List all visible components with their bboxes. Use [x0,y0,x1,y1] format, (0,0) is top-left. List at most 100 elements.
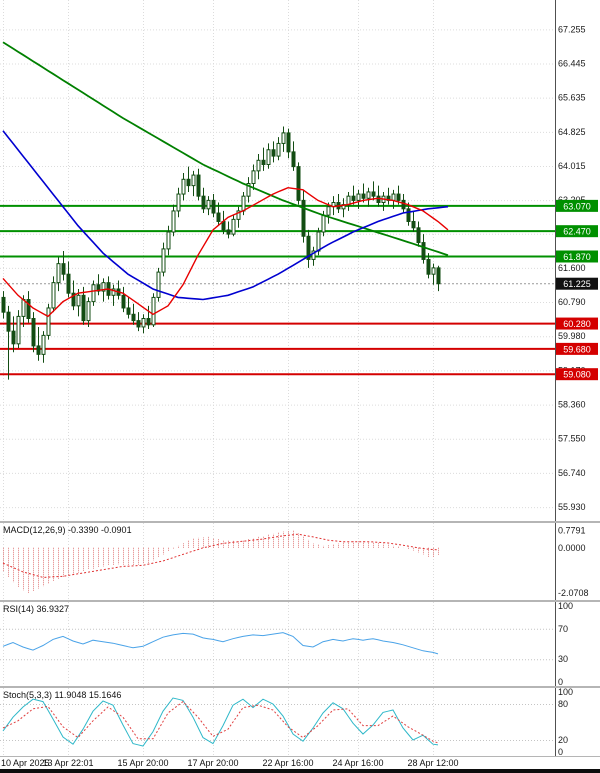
indicator-tick-label: 80 [558,699,568,709]
time-axis-label: 17 Apr 20:00 [187,758,239,768]
resistance-price-badge [556,250,598,263]
bear-candle [421,242,426,260]
macd-panel[interactable]: 0.7791 0.0000 -2.0708 MACD(12,26,9) -0.339… [0,523,600,600]
support-price-badge-label: 59.680 [563,344,591,354]
stoch-d-line [2,700,439,744]
indicator-tick-label: 0 [558,677,563,686]
bear-candle [136,320,141,328]
support-price-badge [556,317,598,330]
bear-candle [61,263,66,275]
indicator-tick-label: 100 [558,688,573,697]
bull-candle [21,299,26,317]
time-axis-label: 15 Apr 20:00 [117,758,169,768]
panel-separator[interactable] [0,600,600,602]
bear-candle [401,199,406,210]
price-chart-panel[interactable]: 67.25566.44565.63564.82564.01563.20562.4… [0,0,600,521]
stochastic-panel[interactable]: 100 80 20 0 Stoch(5,3,3) 11.9048 15.1646 [0,688,600,756]
bull-candle [171,210,176,233]
resistance-price-badge-label: 63.070 [563,201,591,211]
bear-candle [306,235,311,260]
panel-separator [0,756,600,757]
bull-candle [111,288,116,296]
bear-candle [271,149,276,157]
panel-separator[interactable] [0,686,600,688]
bear-candle [11,330,16,345]
resistance-price-badge-label: 62.470 [563,227,591,237]
bear-candle [186,178,191,187]
indicator-tick-label: 0.7791 [558,526,586,536]
support-price-badge [556,368,598,381]
bull-candle [86,301,91,322]
time-axis-label: 22 Apr 16:00 [262,758,314,768]
rsi-panel[interactable]: 100 70 30 0 RSI(14) 36.9327 [0,602,600,686]
bull-candle [101,282,106,292]
bear-candle [81,294,86,322]
price-tick-label: 55.930 [558,502,586,512]
bear-candle [201,195,206,210]
bull-candle [191,174,196,187]
bear-candle [31,318,36,347]
bear-candle [26,299,31,320]
bull-candle [276,142,281,157]
candlestick-chart[interactable]: 67.25566.44565.63564.82564.01563.20562.4… [0,0,600,521]
bottom-edge [0,769,600,773]
bull-candle [151,296,156,326]
time-axis-label: 10 Apr 2025 [1,758,50,768]
bear-candle [396,193,401,201]
bull-candle [161,248,166,273]
support-price-badge-label: 59.080 [563,370,591,380]
current-price-price-badge-label: 61.225 [563,279,591,289]
stochastic-chart[interactable]: 100 80 20 0 [0,688,600,756]
price-tick-label: 58.360 [558,400,586,410]
bull-candle [141,318,146,328]
bull-candle [246,183,251,197]
bear-candle [406,208,411,222]
indicator-tick-label: 20 [558,735,568,745]
bear-candle [416,227,421,244]
bull-candle [181,178,186,195]
resistance-price-badge-label: 61.870 [563,252,591,262]
bull-candle [431,267,436,275]
bear-candle [36,345,41,355]
bull-candle [166,231,171,250]
bear-candle [371,191,376,197]
bear-candle [6,311,11,332]
time-axis: 10 Apr 2025 13 Apr 22:01 15 Apr 20:00 17 Ap… [0,757,600,769]
resistance-price-badge [556,225,598,238]
bear-candle [286,132,291,153]
bear-candle [126,307,131,315]
macd-indicator-label: MACD(12,26,9) -0.3390 -0.0901 [3,525,132,535]
rsi-indicator-label: RSI(14) 36.9327 [3,604,70,614]
bear-candle [296,166,301,201]
price-tick-label: 66.445 [558,58,586,68]
bear-candle [121,294,126,309]
bear-candle [411,220,416,229]
bull-candle [266,149,271,166]
stochastic-indicator-label: Stoch(5,3,3) 11.9048 15.1646 [3,690,122,700]
macd-signal-line [2,533,439,578]
bull-candle [16,315,21,345]
bear-candle [436,267,441,285]
indicator-tick-label: 70 [558,624,568,634]
macd-chart[interactable]: 0.7791 0.0000 -2.0708 [0,523,600,600]
panel-separator[interactable] [0,521,600,523]
bear-candle [301,199,306,237]
indicator-tick-label: 0.0000 [558,543,586,553]
bull-candle [251,170,256,185]
bull-candle [366,191,371,199]
bear-candle [66,273,71,294]
rsi-chart[interactable]: 100 70 30 0 [0,602,600,686]
ma-mid-blue [2,130,449,301]
bull-candle [206,199,211,210]
bull-candle [346,195,351,206]
bull-candle [391,193,396,201]
indicator-tick-label: 0 [558,747,563,756]
current-price-price-badge [556,277,598,290]
time-axis-label: 24 Apr 16:00 [332,758,384,768]
price-tick-label: 57.550 [558,434,586,444]
bull-candle [51,282,56,309]
bear-candle [376,195,381,203]
bull-candle [56,263,61,284]
time-axis-label: 13 Apr 22:01 [42,758,94,768]
bear-candle [291,151,296,168]
